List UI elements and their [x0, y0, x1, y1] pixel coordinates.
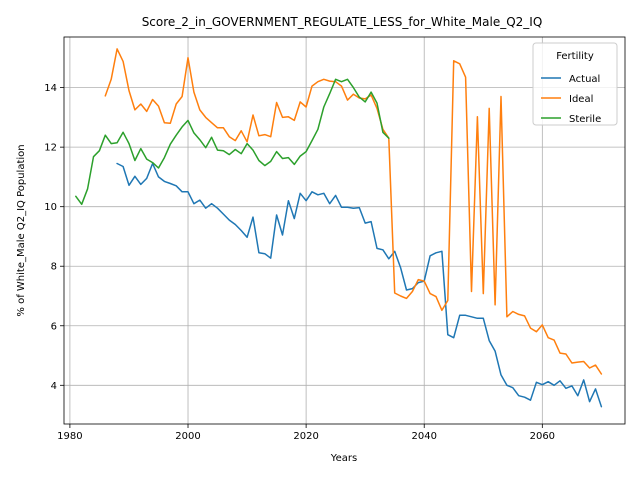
y-tick-label: 6	[51, 321, 57, 332]
x-tick-label: 2040	[411, 431, 436, 442]
legend-items: Actual Ideal Sterile	[541, 74, 601, 125]
legend-label-ideal: Ideal	[569, 94, 593, 105]
x-tick-label: 1980	[57, 431, 82, 442]
x-tick-label: 2000	[175, 431, 200, 442]
legend-label-actual: Actual	[569, 74, 600, 85]
plot-area-frame	[63, 36, 626, 425]
series-line-sterile	[75, 78, 390, 206]
gridlines	[64, 37, 625, 424]
y-tick-label: 12	[44, 143, 57, 154]
series-lines	[75, 48, 603, 408]
y-tick-label: 8	[51, 262, 57, 273]
y-tick-label: 14	[44, 83, 57, 94]
y-tick-label: 4	[51, 381, 57, 392]
x-axis-ticks: 1980 2000 2020 2040 2060	[57, 424, 555, 442]
series-line-actual	[116, 162, 603, 408]
legend-box	[532, 42, 618, 126]
legend-title: Fertility	[556, 51, 594, 62]
series-line-ideal	[104, 48, 603, 375]
y-tick-label: 10	[44, 202, 57, 213]
legend-label-sterile: Sterile	[569, 114, 601, 125]
chart-title: Score_2_in_GOVERNMENT_REGULATE_LESS_for_…	[142, 15, 543, 29]
x-tick-label: 2020	[293, 431, 318, 442]
x-tick-label: 2060	[530, 431, 555, 442]
y-axis-label: % of White_Male Q2_IQ Population	[16, 144, 27, 316]
y-axis-ticks: 4 6 8 10 12 14	[44, 83, 64, 392]
x-axis-label: Years	[330, 453, 357, 464]
legend: Fertility Actual Ideal Sterile	[532, 42, 618, 126]
